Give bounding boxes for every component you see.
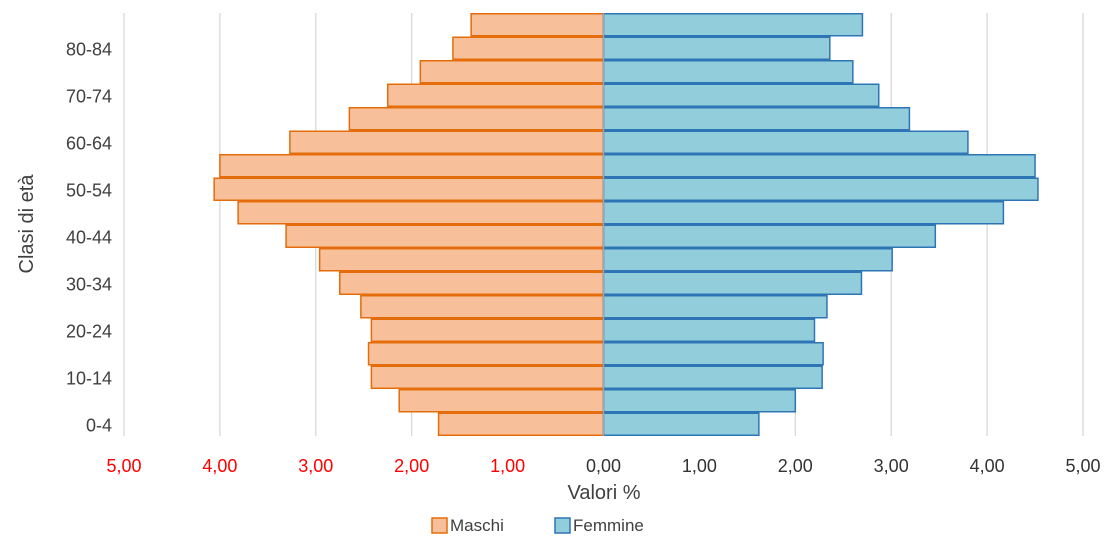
bar-maschi-60-64 [289,130,605,154]
y-tick-label: 30-34 [66,274,112,294]
y-tick-label: 10-14 [66,368,112,388]
bar-maschi-10-14 [370,365,605,389]
bar-maschi-5-9 [398,389,605,413]
bar-maschi-50-54 [213,177,605,201]
bar-maschi-40-44 [285,224,605,248]
bar-maschi-70-74 [386,83,605,107]
bar-maschi-75-79 [419,60,605,84]
x-tick-label: 1,00 [682,456,717,476]
x-tick-label: 2,00 [778,456,813,476]
y-axis-title: Clasi di età [16,174,38,274]
bar-maschi-0-4 [437,412,605,436]
bar-femmine-55-59 [602,154,1036,178]
bar-femmine-5-9 [602,389,797,413]
x-tick-label: 5,00 [1065,456,1100,476]
x-tick-label: 4,00 [970,456,1005,476]
bar-maschi-85+ [470,13,605,37]
bar-maschi-65-69 [348,107,605,131]
bar-femmine-45-49 [602,201,1005,225]
x-tick-label: 5,00 [106,456,141,476]
x-tick-label: 3,00 [874,456,909,476]
bar-femmine-50-54 [602,177,1039,201]
bars [213,13,1039,436]
y-axis-ticks: 0-4 10-14 20-24 30-34 40-44 50-54 60-64 70-74 80… [66,39,112,435]
bar-maschi-80-84 [452,36,605,60]
bar-maschi-25-29 [360,295,605,319]
bar-femmine-85+ [602,13,864,37]
bar-maschi-45-49 [237,201,605,225]
bar-femmine-35-39 [602,248,893,272]
y-tick-label: 50-54 [66,180,112,200]
y-tick-label: 0-4 [86,415,112,435]
x-tick-label: 0,00 [586,456,621,476]
bar-femmine-65-69 [602,107,911,131]
legend-label-maschi: Maschi [450,516,504,535]
x-tick-label: 4,00 [202,456,237,476]
y-tick-label: 80-84 [66,39,112,59]
bar-maschi-20-24 [370,318,605,342]
bar-maschi-15-19 [367,342,605,366]
bar-maschi-35-39 [318,248,605,272]
bar-femmine-10-14 [602,365,823,389]
bar-femmine-75-79 [602,60,854,84]
x-tick-label: 3,00 [298,456,333,476]
x-axis-ticks: 5,00 4,00 3,00 2,00 1,00 0,00 1,00 2,00 3,00 4,00… [106,456,1100,476]
bar-femmine-25-29 [602,295,828,319]
y-tick-label: 60-64 [66,133,112,153]
y-tick-label: 40-44 [66,227,112,247]
bar-femmine-70-74 [602,83,880,107]
bar-femmine-0-4 [602,412,760,436]
bar-femmine-15-19 [602,342,824,366]
y-tick-label: 20-24 [66,321,112,341]
bar-femmine-20-24 [602,318,816,342]
x-tick-label: 1,00 [490,456,525,476]
x-tick-label: 2,00 [394,456,429,476]
legend-swatch-maschi [431,517,448,534]
legend-swatch-femmine [554,517,571,534]
bar-femmine-40-44 [602,224,937,248]
legend-label-femmine: Femmine [573,516,644,535]
y-tick-label: 70-74 [66,86,112,106]
bar-femmine-60-64 [602,130,969,154]
bar-femmine-30-34 [602,271,863,295]
x-axis-title: Valori % [568,482,641,504]
legend: Maschi Femmine [431,516,644,535]
bar-femmine-80-84 [602,36,831,60]
bar-maschi-55-59 [219,154,605,178]
bar-maschi-30-34 [339,271,605,295]
